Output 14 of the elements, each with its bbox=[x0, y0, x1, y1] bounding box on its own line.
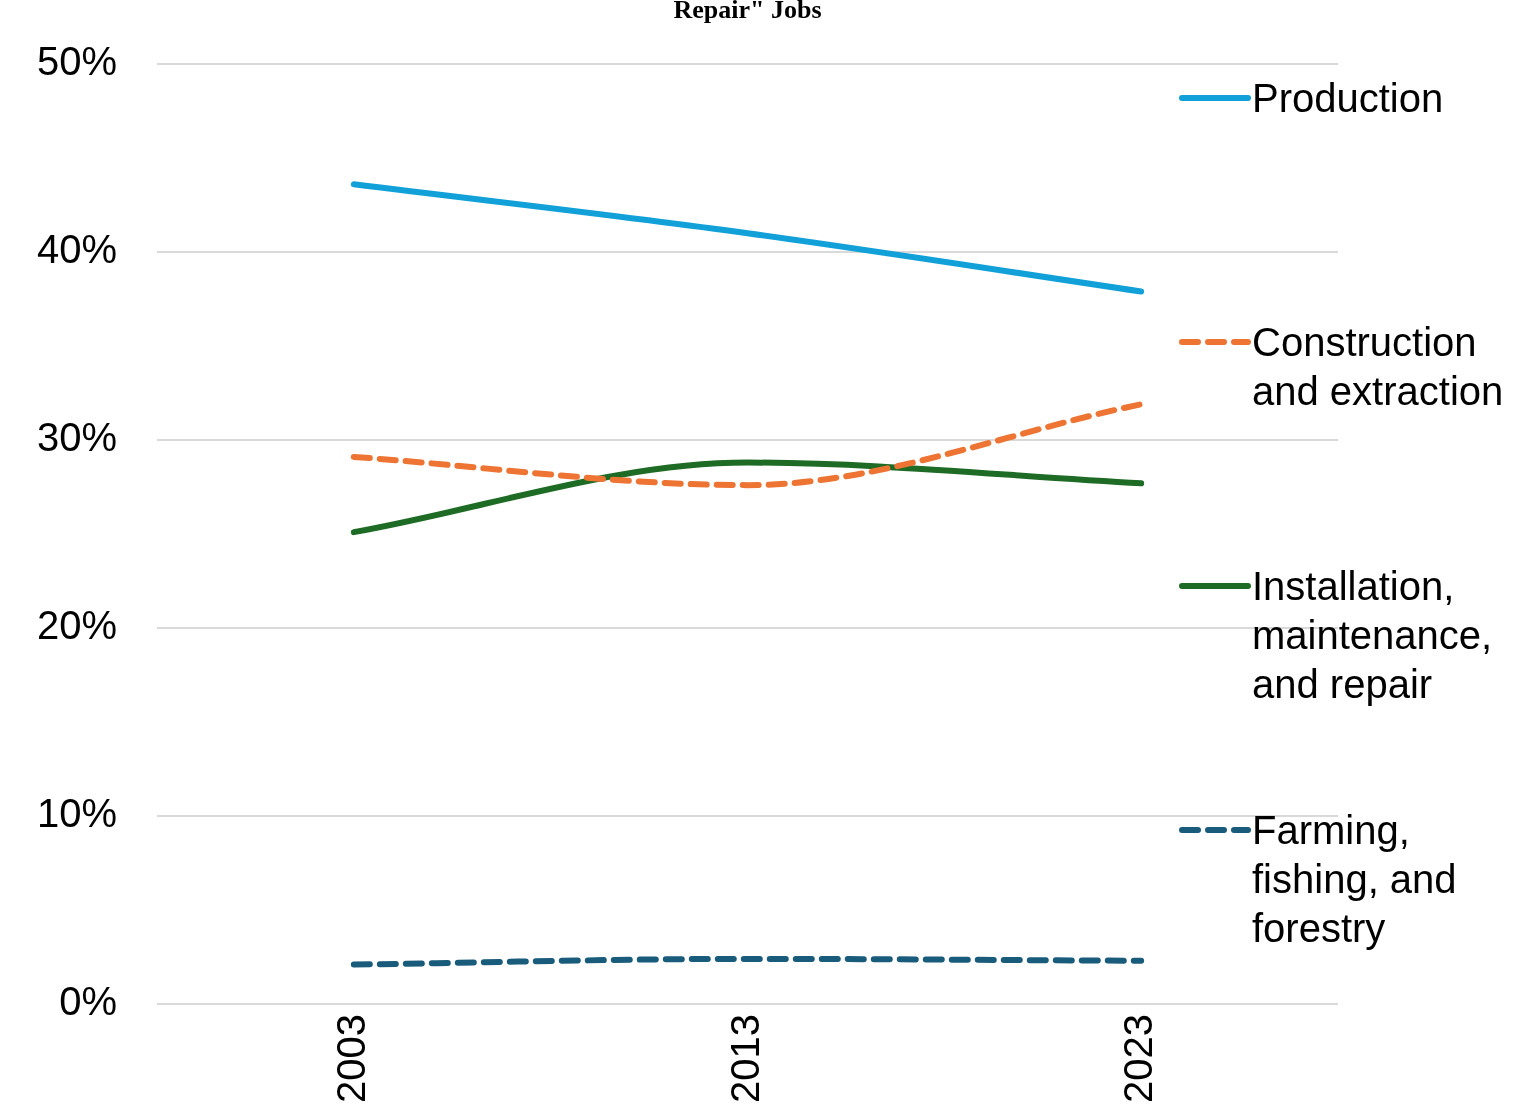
legend-label: Construction and extraction bbox=[1252, 319, 1505, 415]
legend-label: Production bbox=[1252, 75, 1445, 122]
x-tick-label: 2023 bbox=[1116, 1014, 1161, 1103]
y-tick-label: 30% bbox=[36, 415, 117, 460]
chart-title: Repair" Jobs bbox=[672, 0, 823, 24]
x-tick-label: 2013 bbox=[722, 1014, 767, 1103]
legend-label: Installation, maintenance, and repair bbox=[1252, 563, 1494, 708]
y-tick-label: 20% bbox=[36, 603, 117, 648]
y-tick-label: 40% bbox=[36, 227, 117, 272]
y-tick-label: 0% bbox=[59, 979, 117, 1024]
legend-label: Farming, fishing, and forestry bbox=[1252, 807, 1458, 952]
y-tick-label: 50% bbox=[36, 39, 117, 84]
y-tick-label: 10% bbox=[36, 791, 117, 836]
x-tick-label: 2003 bbox=[328, 1014, 373, 1103]
